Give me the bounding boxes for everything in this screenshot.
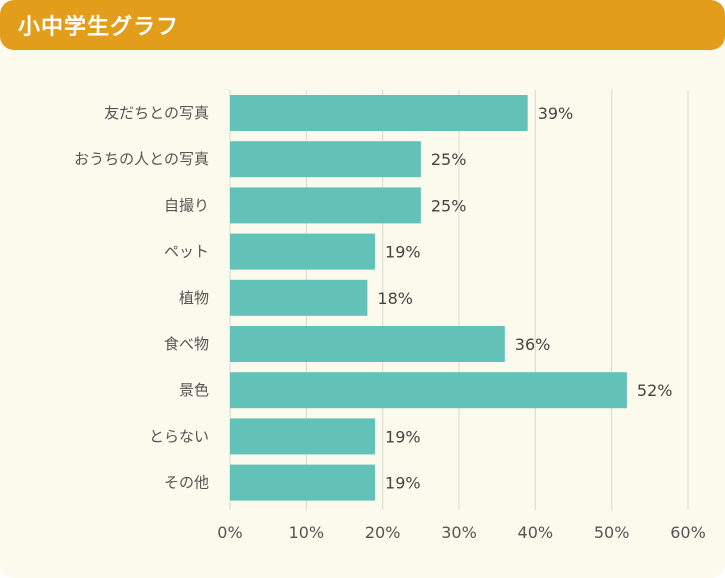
bar-1 xyxy=(230,95,528,131)
category-label-9: その他 xyxy=(164,474,209,492)
x-tick-label-30: 30% xyxy=(441,523,477,542)
category-label-8: とらない xyxy=(149,427,209,445)
category-label-7: 景色 xyxy=(179,381,209,399)
value-label-5: 18% xyxy=(377,289,413,308)
bar-7 xyxy=(230,372,627,409)
x-tick-label-0: 0% xyxy=(217,523,242,542)
bar-2 xyxy=(230,141,421,178)
x-tick-label-40: 40% xyxy=(518,523,554,542)
value-label-9: 19% xyxy=(385,474,421,493)
x-tick-label-20: 20% xyxy=(365,523,401,542)
x-tick-label-10: 10% xyxy=(289,523,325,542)
category-label-4: ペット xyxy=(164,243,209,261)
bar-6 xyxy=(230,326,505,362)
x-tick-label-60: 60% xyxy=(670,523,706,542)
value-label-3: 25% xyxy=(431,196,467,215)
value-label-1: 39% xyxy=(538,104,574,123)
bar-3 xyxy=(230,187,421,224)
bar-9 xyxy=(230,464,376,501)
category-label-3: 自撮り xyxy=(164,196,209,214)
category-label-5: 植物 xyxy=(179,289,209,307)
header-bar: 小中学生グラフ xyxy=(0,0,725,50)
x-tick-label-50: 50% xyxy=(594,523,630,542)
bar-8 xyxy=(230,418,376,455)
value-label-6: 36% xyxy=(515,335,551,354)
category-label-6: 食べ物 xyxy=(164,335,209,353)
category-label-1: 友だちとの写真 xyxy=(104,104,209,122)
category-label-2: おうちの人との写真 xyxy=(74,150,209,168)
chart-title: 小中学生グラフ xyxy=(18,15,180,40)
value-label-2: 25% xyxy=(431,150,467,169)
value-label-7: 52% xyxy=(637,381,673,400)
value-label-8: 19% xyxy=(385,427,421,446)
bar-4 xyxy=(230,233,376,270)
bar-5 xyxy=(230,279,368,316)
value-label-4: 19% xyxy=(385,243,421,262)
